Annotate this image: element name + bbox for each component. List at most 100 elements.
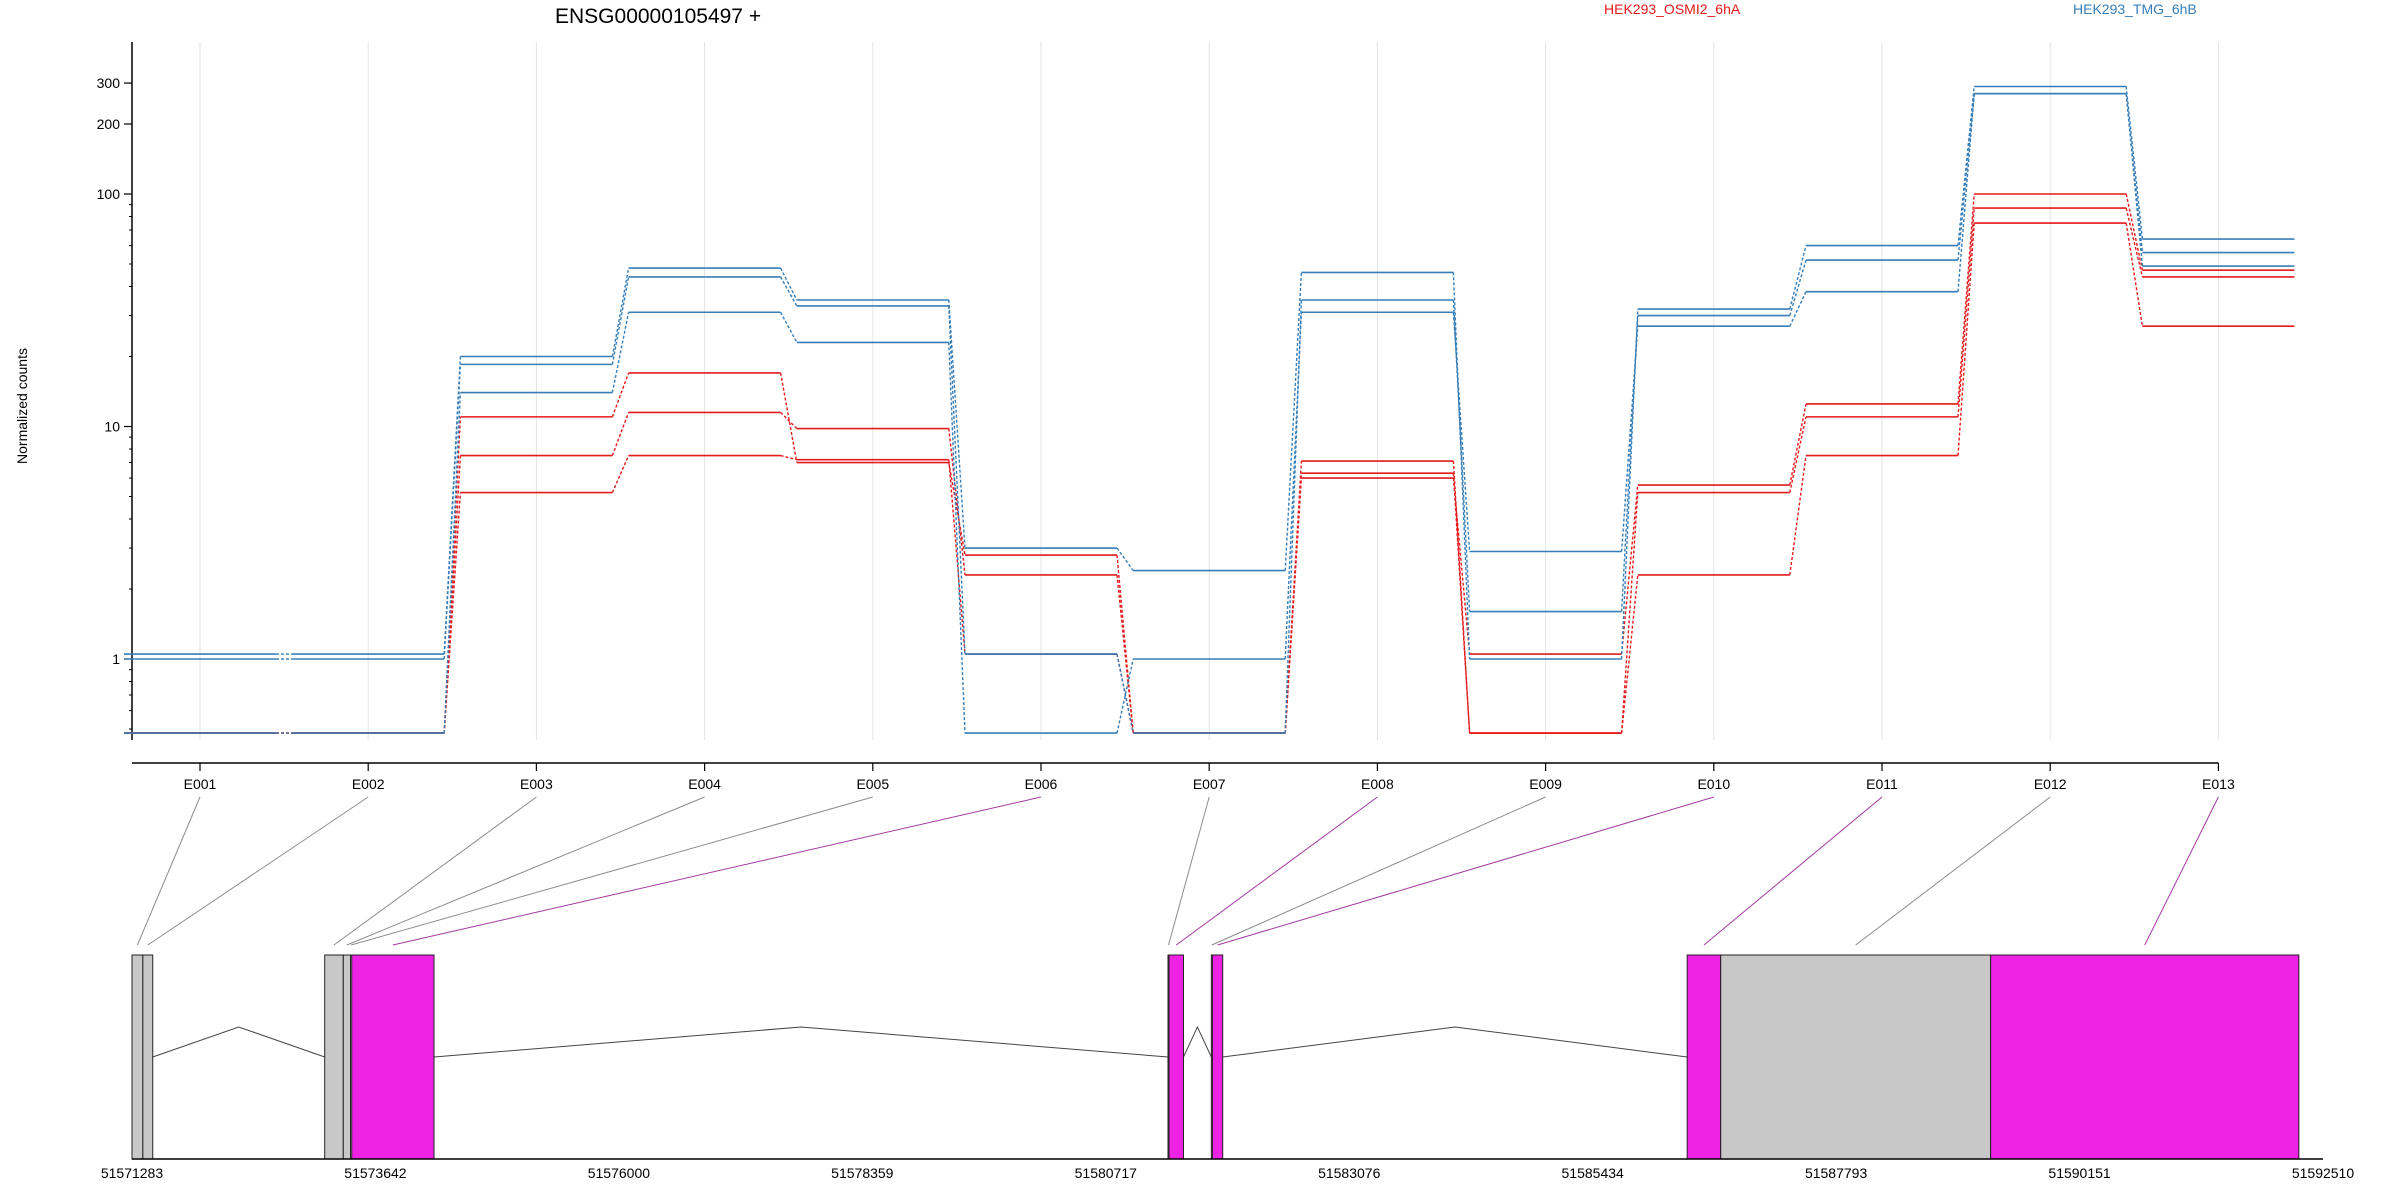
series-connector (1452, 478, 1471, 655)
exon-box-e003 (324, 954, 344, 1160)
y-tick-label: 1 (112, 651, 120, 667)
connector-e009 (1211, 796, 1546, 946)
series-connector (2125, 86, 2144, 240)
series-connector (611, 412, 630, 456)
y-tick-label: 300 (97, 75, 121, 91)
intron (1222, 1026, 1688, 1058)
genomic-tick-label: 51583076 (1318, 1165, 1381, 1181)
exon-box-e001 (131, 954, 144, 1160)
x-tick-label-e013: E013 (2202, 776, 2235, 792)
exon-box-e008 (1168, 954, 1184, 1160)
series-connector (1789, 416, 1807, 493)
series-connector (2125, 93, 2144, 267)
series-connector (443, 356, 462, 655)
y-tick-label: 200 (97, 116, 121, 132)
series-connector (1620, 484, 1639, 655)
series-connector (1452, 299, 1471, 612)
series-connector (2125, 222, 2144, 327)
exon-box-e010 (1211, 954, 1224, 1160)
connector-e001 (136, 796, 201, 946)
x-tick-label-e002: E002 (352, 776, 385, 792)
series-connector (1957, 86, 1975, 246)
series-connector (1620, 492, 1639, 734)
gene-model (131, 954, 2300, 1160)
grid-lines (199, 42, 2219, 740)
connector-e010 (1217, 796, 1714, 946)
series-connector (779, 267, 798, 301)
exon-box-e004 (342, 954, 352, 1160)
series-connector (780, 454, 797, 461)
y-axis: 1 10 100 200 300 (97, 42, 133, 740)
series-connector (611, 267, 630, 357)
series-connector (1620, 574, 1639, 734)
series-connector (948, 342, 966, 734)
series-connector (780, 411, 798, 430)
exon-box-e012 (1720, 954, 1992, 1160)
series-connector (948, 428, 966, 575)
connector-e007 (1168, 796, 1210, 946)
data-series (124, 85, 2295, 734)
y-axis-label: Normalized counts (14, 348, 30, 464)
series-connector (1957, 193, 1975, 405)
chart-title: ENSG00000105497 + (555, 5, 761, 28)
series-connector (948, 305, 966, 655)
series-blue-4 (124, 85, 2295, 660)
series-connector (1620, 309, 1639, 660)
series-connector (1957, 93, 1975, 261)
series-connector (948, 462, 966, 556)
connector-e005 (350, 796, 873, 946)
genomic-tick-label: 51573642 (344, 1165, 407, 1181)
series-connector (779, 372, 798, 463)
series-connector (1789, 259, 1807, 316)
connector-e012 (1855, 796, 2051, 946)
series-connector (1789, 245, 1807, 310)
series-connector (2125, 193, 2144, 271)
connector-e013 (2144, 796, 2219, 946)
intron (1183, 1025, 1212, 1058)
legend-entry-tmg: HEK293_TMG_6hB (2073, 1, 2197, 17)
exon-box-e002 (142, 954, 154, 1160)
exon-connectors (136, 796, 2219, 946)
series-connector (1116, 658, 1134, 734)
connector-e004 (346, 796, 705, 946)
series-connector (611, 312, 630, 393)
x-tick-label-e001: E001 (184, 776, 217, 792)
exon-box-e013 (1990, 954, 2300, 1160)
series-blue-6 (124, 92, 2295, 734)
series-connector (1284, 461, 1303, 734)
series-connector (1452, 461, 1471, 734)
intron (152, 1026, 325, 1058)
genomic-tick-label: 51580717 (1075, 1165, 1138, 1181)
series-connector (2125, 93, 2144, 253)
genomic-axis: 51571283 51573642 51576000 51578359 51580717… (101, 1158, 2355, 1181)
connector-e003 (333, 796, 537, 946)
series-connector (2125, 207, 2144, 278)
series-connector (1116, 574, 1134, 734)
y-tick-label: 10 (104, 419, 120, 435)
series-connector (1789, 291, 1807, 327)
series-connector (1116, 547, 1134, 572)
genomic-tick-label: 51590151 (2048, 1165, 2111, 1181)
x-tick-label-e004: E004 (688, 776, 721, 792)
x-tick-label-e007: E007 (1193, 776, 1226, 792)
series-connector (948, 459, 966, 655)
series-connector (779, 276, 798, 307)
y-tick-label: 100 (97, 186, 121, 202)
intron (433, 1026, 1169, 1058)
series-connector (611, 372, 630, 418)
series-connector (1957, 222, 1975, 456)
genomic-tick-label: 51576000 (588, 1165, 651, 1181)
series-connector (1452, 272, 1471, 660)
x-axis: E001 E002 E003 E004 E005 E006 E007 E008 E009 E010… (132, 762, 2235, 792)
x-tick-label-e012: E012 (2034, 776, 2067, 792)
genomic-tick-label: 51571283 (101, 1165, 164, 1181)
connector-e002 (147, 796, 369, 946)
genomic-tick-label: 51592510 (2292, 1165, 2355, 1181)
series-connector (611, 455, 630, 493)
series-connector (443, 364, 462, 660)
connector-e011 (1703, 796, 1883, 946)
series-connector (948, 299, 966, 549)
x-tick-label-e006: E006 (1025, 776, 1058, 792)
genomic-tick-label: 51578359 (831, 1165, 894, 1181)
